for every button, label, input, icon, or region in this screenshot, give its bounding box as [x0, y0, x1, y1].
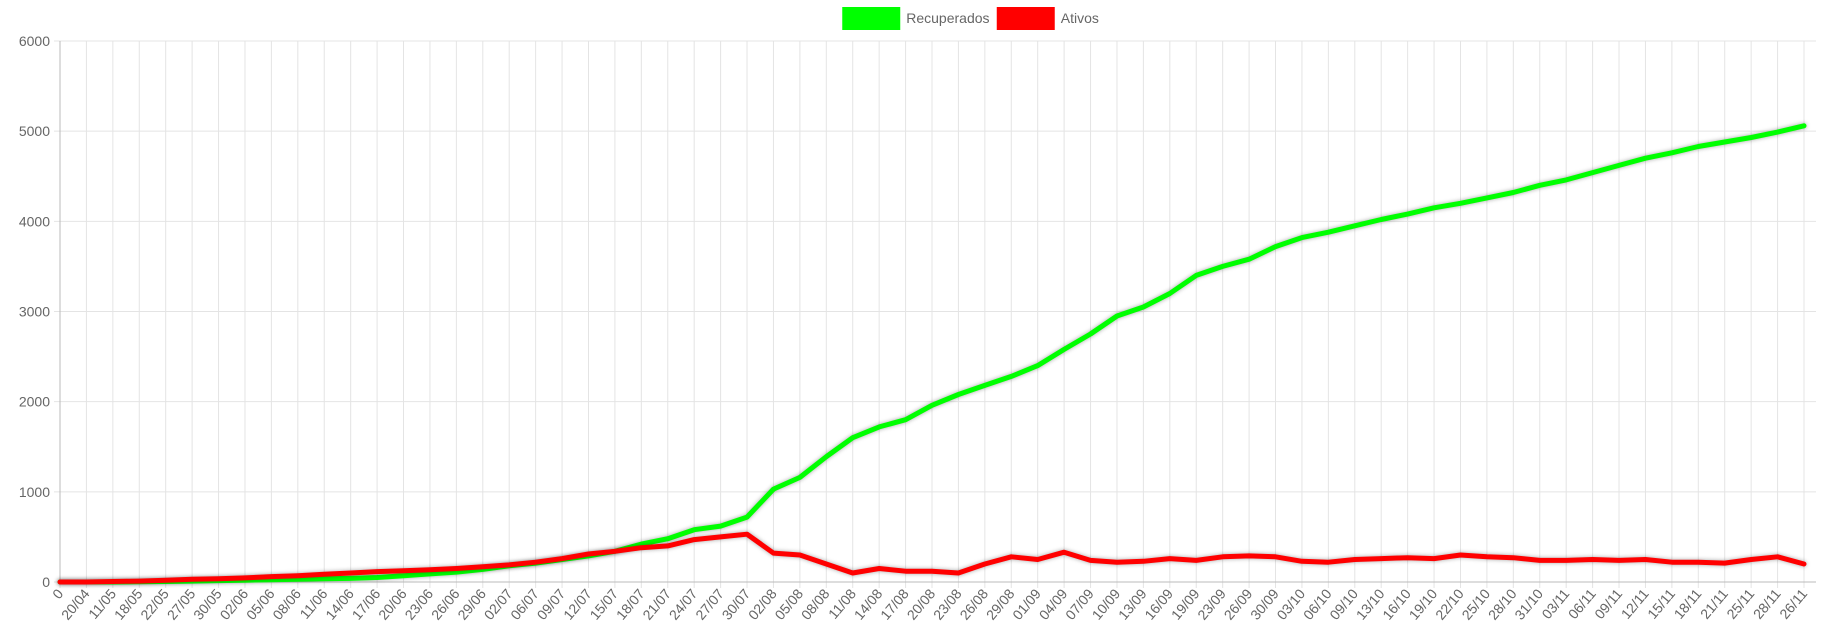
series-line [57, 531, 1807, 585]
x-tick-label: 05/08 [771, 585, 806, 622]
y-tick-label: 4000 [19, 213, 50, 229]
x-tick-label: 10/09 [1088, 585, 1123, 622]
x-tick-label: 09/07 [534, 585, 569, 622]
x-tick-label: 03/11 [1538, 585, 1572, 621]
x-tick-label: 07/09 [1062, 585, 1097, 622]
x-tick-label: 26/08 [956, 585, 991, 622]
x-tick-label: 17/08 [877, 585, 912, 622]
x-tick-label: 06/10 [1300, 585, 1335, 622]
x-tick-label: 29/06 [454, 585, 489, 622]
x-tick-label: 18/11 [1670, 585, 1704, 621]
x-tick-label: 27/07 [692, 585, 727, 622]
x-tick-label: 17/06 [349, 585, 384, 622]
x-tick-label: 14/06 [322, 585, 357, 622]
x-tick-label: 09/11 [1591, 585, 1625, 621]
x-tick-label: 30/09 [1247, 585, 1282, 622]
x-tick-label: 05/06 [243, 585, 278, 622]
x-tick-label: 0 [49, 585, 66, 601]
x-tick-label: 19/09 [1168, 585, 1203, 622]
x-tick-label: 27/05 [164, 585, 199, 622]
y-tick-label: 5000 [19, 123, 50, 139]
x-tick-label: 13/09 [1115, 585, 1150, 622]
x-tick-label: 20/08 [904, 585, 939, 622]
x-tick-label: 24/07 [666, 585, 701, 622]
y-tick-label: 2000 [19, 394, 50, 410]
x-tick-label: 12/11 [1618, 585, 1652, 621]
x-tick-label: 06/11 [1565, 585, 1599, 621]
x-tick-label: 18/05 [111, 585, 146, 622]
x-tick-label: 21/11 [1697, 585, 1731, 621]
y-tick-label: 6000 [19, 33, 50, 49]
series-line [57, 123, 1807, 585]
x-tick-label: 28/10 [1485, 585, 1520, 622]
x-tick-label: 14/08 [851, 585, 886, 622]
x-tick-label: 23/09 [1194, 585, 1229, 622]
x-tick-label: 26/11 [1776, 585, 1810, 621]
x-tick-label: 20/04 [58, 585, 93, 622]
x-tick-label: 29/08 [983, 585, 1018, 622]
x-tick-label: 06/07 [507, 585, 542, 622]
x-tick-label: 16/09 [1141, 585, 1176, 622]
x-tick-label: 25/10 [1458, 585, 1493, 622]
x-tick-label: 22/10 [1432, 585, 1467, 622]
x-tick-label: 02/06 [216, 585, 251, 622]
legend-label: Recuperados [906, 10, 989, 26]
x-tick-label: 22/05 [137, 585, 172, 622]
x-tick-label: 30/05 [190, 585, 225, 622]
x-tick-label: 15/07 [586, 585, 621, 622]
legend: Recuperados Ativos [842, 7, 1099, 30]
legend-label: Ativos [1061, 10, 1099, 26]
x-tick-label: 16/10 [1379, 585, 1414, 622]
x-tick-label: 28/11 [1750, 585, 1784, 621]
y-tick-label: 3000 [19, 304, 50, 320]
x-tick-label: 23/08 [930, 585, 965, 622]
x-tick-label: 09/10 [1326, 585, 1361, 622]
x-tick-label: 13/10 [1353, 585, 1388, 622]
x-tick-label: 26/06 [428, 585, 463, 622]
x-tick-label: 30/07 [719, 585, 754, 622]
y-tick-label: 1000 [19, 484, 50, 500]
x-tick-label: 19/10 [1406, 585, 1441, 622]
x-tick-label: 03/10 [1273, 585, 1308, 622]
y-tick-label: 0 [42, 574, 50, 590]
x-tick-label: 18/07 [613, 585, 648, 622]
x-tick-label: 08/08 [798, 585, 833, 622]
x-tick-label: 02/08 [745, 585, 780, 622]
x-tick-label: 01/09 [1009, 585, 1044, 622]
legend-swatch [842, 7, 901, 30]
x-tick-label: 23/06 [401, 585, 436, 622]
x-tick-label: 25/11 [1723, 585, 1757, 621]
x-tick-label: 15/11 [1644, 585, 1678, 621]
x-tick-label: 20/06 [375, 585, 410, 622]
x-tick-label: 12/07 [560, 585, 595, 622]
x-tick-label: 21/07 [639, 585, 674, 622]
x-tick-label: 26/09 [1221, 585, 1256, 622]
x-tick-label: 31/10 [1511, 585, 1546, 622]
x-tick-label: 08/06 [269, 585, 304, 622]
x-tick-label: 02/07 [481, 585, 516, 622]
x-tick-label: 04/09 [1036, 585, 1071, 622]
legend-swatch [996, 7, 1055, 30]
